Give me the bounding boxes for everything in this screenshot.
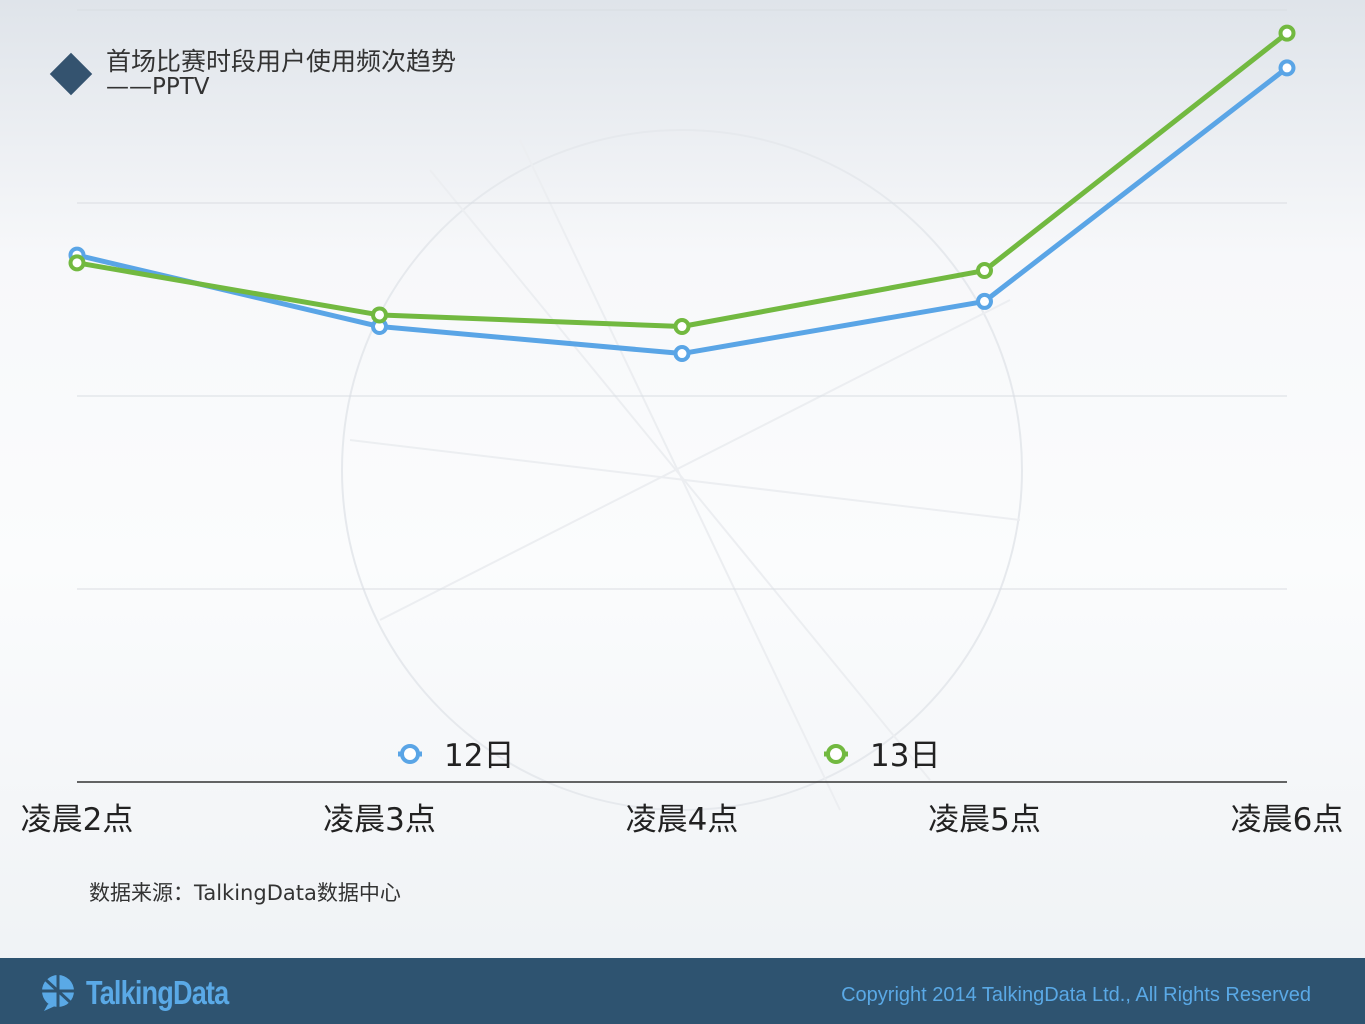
data-point (673, 318, 691, 336)
page-title: 首场比赛时段用户使用频次趋势 (106, 47, 457, 76)
data-point (1278, 24, 1296, 42)
source-note: 数据来源：TalkingData数据中心 (89, 881, 401, 905)
footer: TalkingData Copyright 2014 TalkingData L… (0, 958, 1365, 1024)
watermark-line (519, 139, 841, 811)
data-point (976, 262, 993, 280)
series-line-2 (74, 30, 1290, 330)
x-tick-label: 凌晨2点 (21, 802, 134, 838)
footer-copyright: Copyright 2014 TalkingData Ltd., All Rig… (841, 984, 1311, 1006)
x-tick-label: 凌晨6点 (1231, 802, 1344, 838)
talkingdata-logo-icon (42, 975, 74, 1011)
slide: 首场比赛时段用户使用频次趋势 ——PPTV 12日 13日 凌晨2点 凌晨3点 凌晨4… (21, 9, 1344, 905)
data-point (673, 345, 691, 363)
page-subtitle: ——PPTV (106, 74, 210, 100)
x-tick-label: 凌晨3点 (323, 802, 436, 838)
legend-label: 13日 (870, 738, 940, 774)
chart-gridlines (77, 9, 1287, 590)
watermark-circle (341, 129, 1023, 811)
legend-marker (826, 744, 846, 764)
footer-logo: TalkingData (40, 974, 260, 1011)
data-point (1278, 59, 1296, 77)
chart-legend: 12日 13日 (398, 738, 940, 774)
legend-marker (400, 744, 420, 764)
x-tick-label: 凌晨4点 (626, 802, 739, 838)
data-point (976, 292, 993, 310)
line-chart: 12日 13日 凌晨2点 凌晨3点 凌晨4点 凌晨5点 凌晨6点 (21, 9, 1344, 838)
chart-series (68, 24, 1296, 363)
legend-label: 12日 (444, 738, 514, 774)
x-tick-label: 凌晨5点 (928, 802, 1041, 838)
x-axis-labels: 凌晨2点 凌晨3点 凌晨4点 凌晨5点 凌晨6点 (21, 802, 1344, 838)
footer-logo-text: TalkingData (86, 974, 229, 1011)
background-watermark (341, 129, 1023, 811)
watermark-line (379, 299, 1011, 621)
watermark-line (349, 439, 1021, 521)
series-line-1 (74, 65, 1290, 357)
data-point (68, 254, 86, 272)
data-point (371, 306, 388, 324)
